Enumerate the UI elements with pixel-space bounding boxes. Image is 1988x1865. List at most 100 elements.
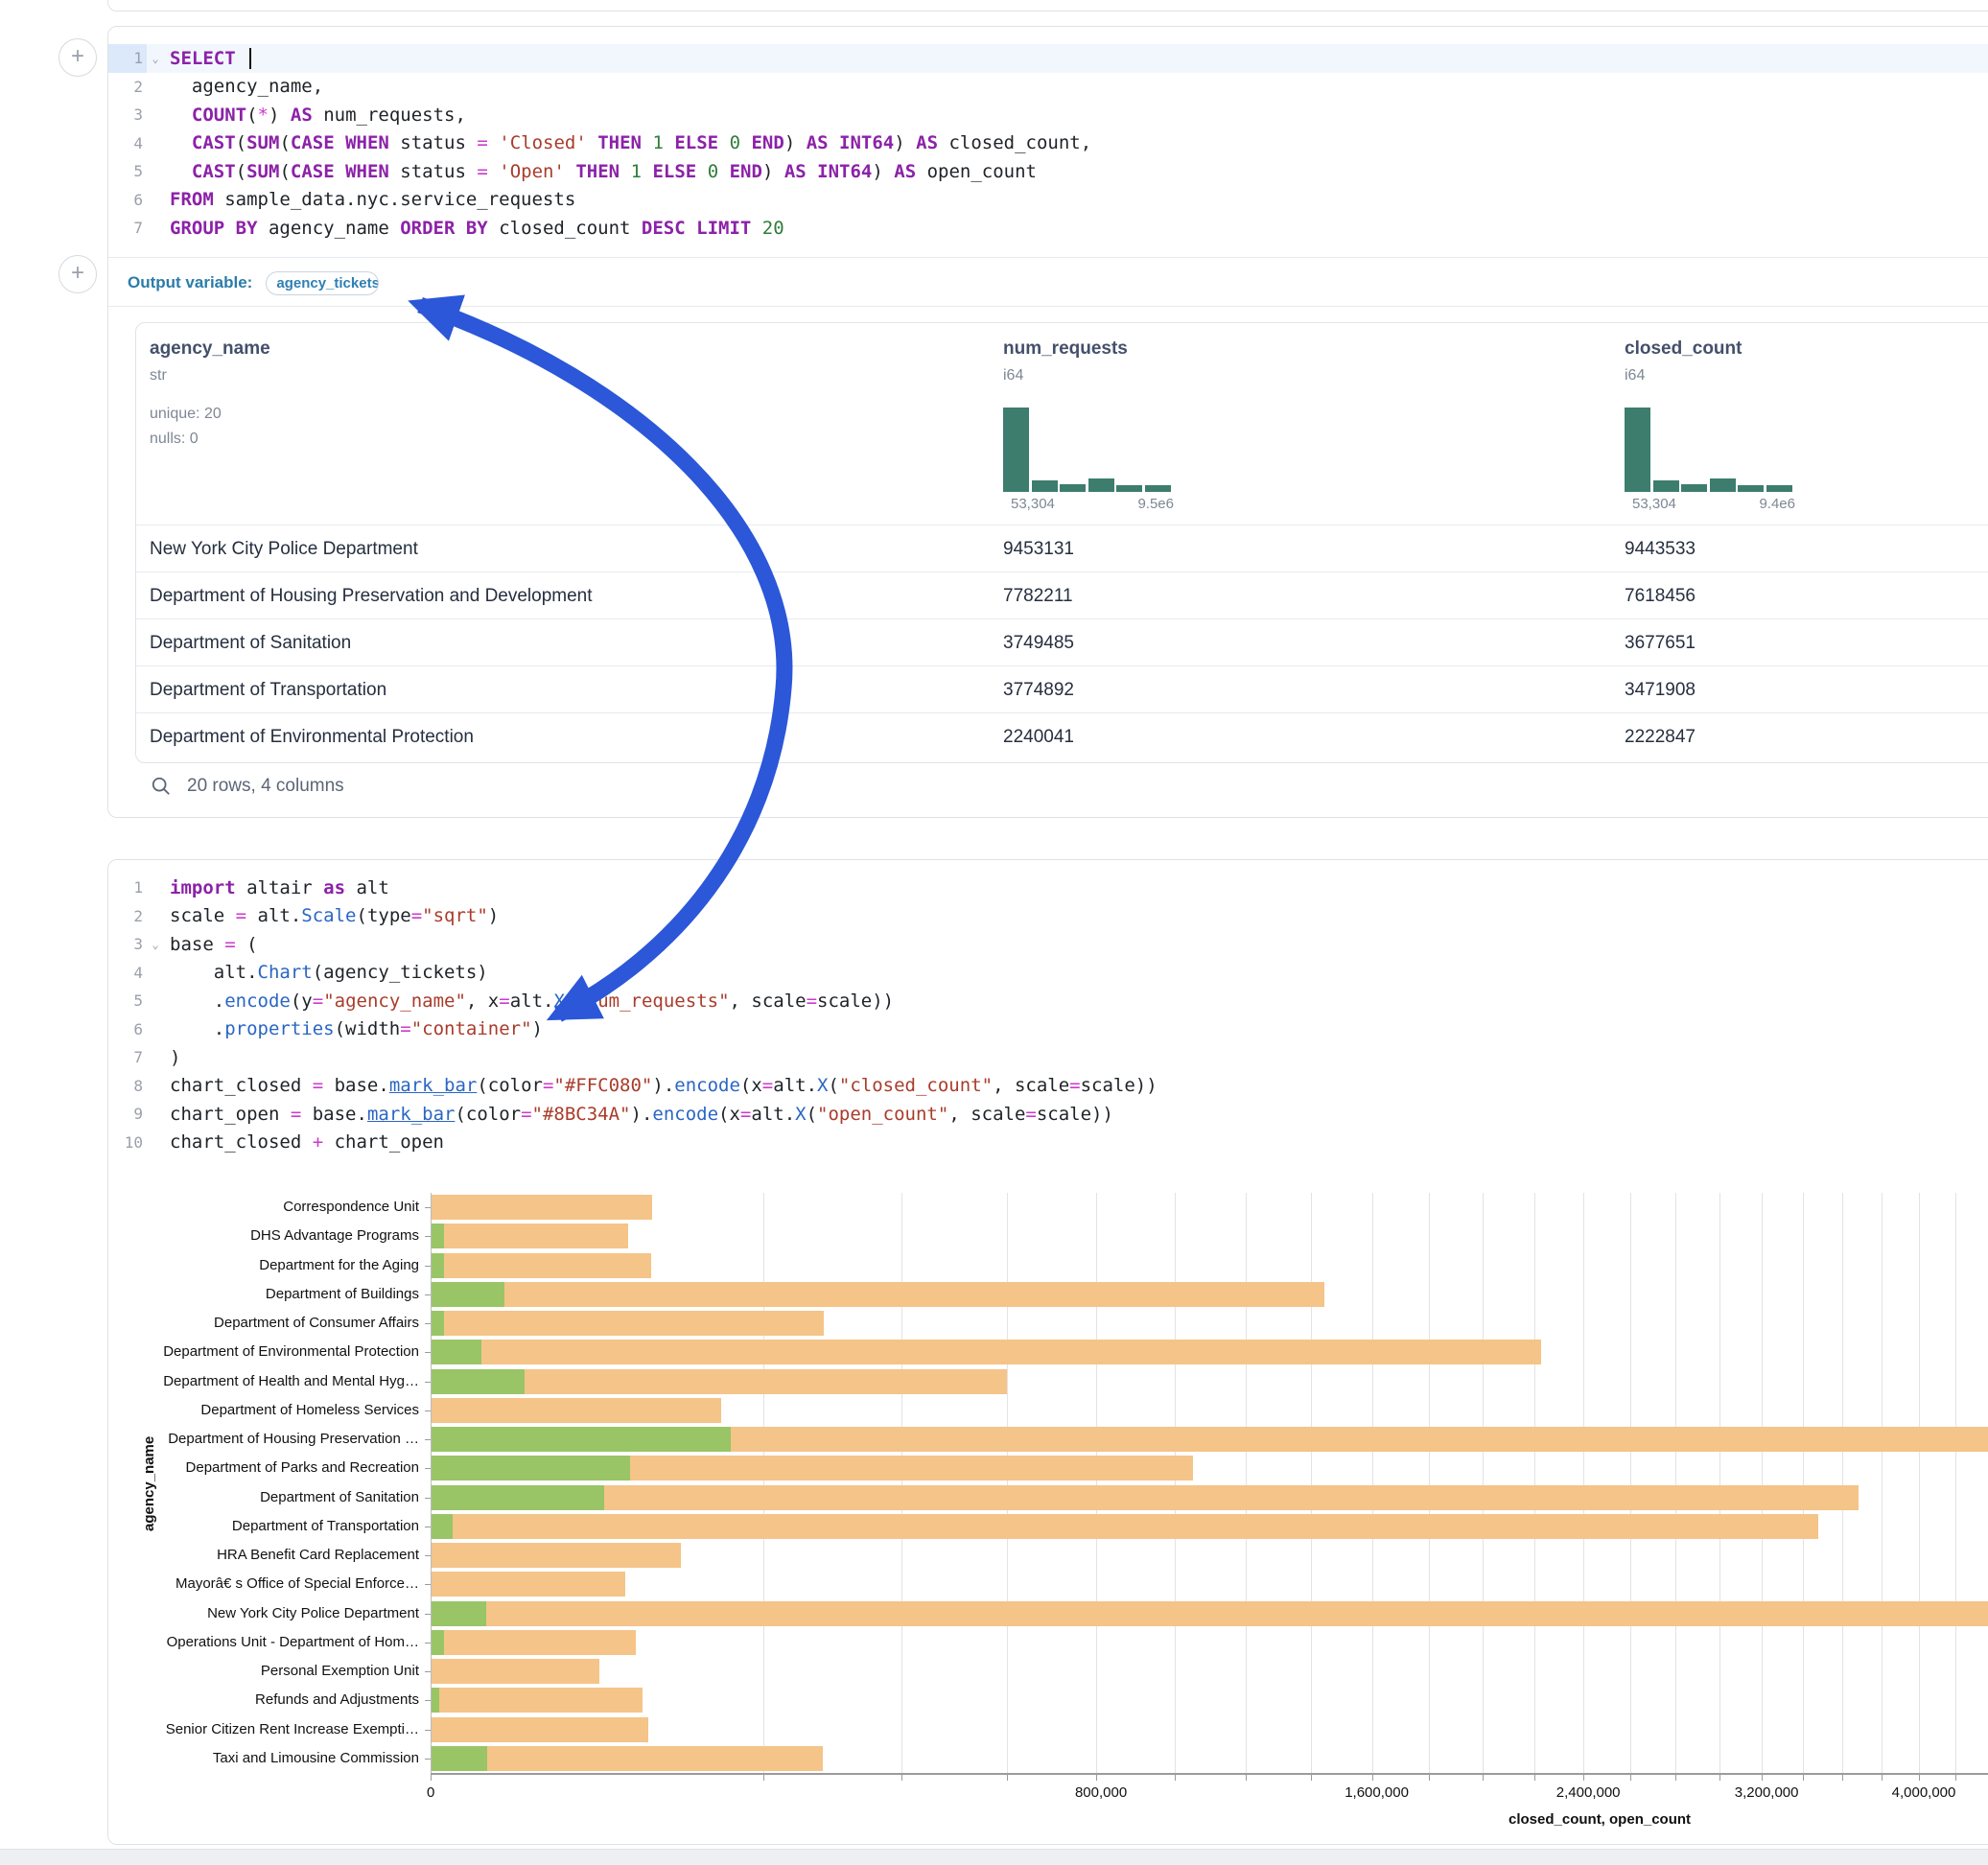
code-line[interactable]: 2 agency_name, [108, 73, 1988, 102]
x-axis-tick [1007, 1775, 1008, 1781]
result-table: agency_name str unique: 20 nulls: 0 num_… [135, 322, 1988, 763]
page-bottom-strip [0, 1849, 1988, 1865]
gridline [1842, 1193, 1843, 1773]
row-count-text: 20 rows, 4 columns [187, 776, 344, 797]
x-axis-tick-label: 800,000 [1063, 1784, 1139, 1801]
code-line[interactable]: 5 CAST(SUM(CASE WHEN status = 'Open' THE… [108, 157, 1988, 186]
y-axis-tick [425, 1730, 431, 1731]
code-line[interactable]: 7GROUP BY agency_name ORDER BY closed_co… [108, 214, 1988, 243]
table-cell: 2222847 [1625, 713, 1696, 760]
x-axis-tick [1311, 1775, 1312, 1781]
code-line[interactable]: 1⌄SELECT [108, 44, 1988, 73]
bar-closed-count [432, 1311, 824, 1336]
bar-closed-count [432, 1746, 823, 1771]
x-axis-tick-label: 2,400,000 [1550, 1784, 1626, 1801]
table-row: New York City Police Department945313194… [136, 525, 1988, 572]
code-line[interactable]: 4 CAST(SUM(CASE WHEN status = 'Closed' T… [108, 129, 1988, 158]
gridline [763, 1193, 764, 1773]
bar-open-count [432, 1427, 731, 1452]
x-axis-tick [901, 1775, 902, 1781]
y-axis-tick [425, 1323, 431, 1324]
y-axis-label: Department of Environmental Protection [147, 1343, 419, 1360]
x-axis-tick [1919, 1775, 1920, 1781]
x-axis-tick [1429, 1775, 1430, 1781]
bar-closed-count [432, 1398, 721, 1423]
table-footer[interactable]: 20 rows, 4 columns [151, 767, 344, 805]
code-line[interactable]: 6FROM sample_data.nyc.service_requests [108, 186, 1988, 215]
gridline [901, 1193, 902, 1773]
column-type: str [150, 367, 167, 385]
y-axis-label: Department of Consumer Affairs [147, 1315, 419, 1331]
line-number: 5 [108, 157, 147, 186]
y-axis-tick [425, 1236, 431, 1237]
table-cell: 2240041 [1003, 713, 1074, 760]
hist-max-label: 9.5e6 [1137, 496, 1174, 512]
add-cell-button-output[interactable]: + [58, 255, 97, 293]
y-axis-label: Department of Housing Preservation … [147, 1431, 419, 1447]
x-axis-tick [431, 1775, 432, 1781]
add-cell-button-top[interactable]: + [58, 38, 97, 77]
bar-closed-count [432, 1224, 628, 1248]
y-axis-label: Department of Health and Mental Hyg… [147, 1373, 419, 1389]
line-number: 2 [108, 73, 147, 102]
code-line[interactable]: 3 COUNT(*) AS num_requests, [108, 101, 1988, 129]
y-axis-label: DHS Advantage Programs [147, 1227, 419, 1244]
bar-closed-count [432, 1601, 1988, 1626]
y-axis-tick [425, 1207, 431, 1208]
output-variable-pill[interactable]: agency_tickets [266, 271, 379, 295]
column-meta-nulls: nulls: 0 [150, 431, 199, 448]
sql-code-editor[interactable]: 1⌄SELECT 2 agency_name,3 COUNT(*) AS num… [108, 44, 1988, 243]
bar-closed-count [432, 1543, 681, 1568]
y-axis-tick [425, 1555, 431, 1556]
y-axis-tick [425, 1614, 431, 1615]
x-axis-tick [1675, 1775, 1676, 1781]
histogram-bar [1710, 478, 1736, 492]
table-row: Department of Sanitation37494853677651 [136, 618, 1988, 666]
y-axis-label: HRA Benefit Card Replacement [147, 1547, 419, 1563]
hist-max-label: 9.4e6 [1759, 496, 1795, 512]
x-axis-tick [1842, 1775, 1843, 1781]
y-axis-label: Taxi and Limousine Commission [147, 1750, 419, 1766]
bar-open-count [432, 1311, 444, 1336]
bar-open-count [432, 1253, 444, 1278]
histogram-bar [1145, 485, 1171, 492]
gridline [1630, 1193, 1631, 1773]
bar-open-count [432, 1688, 439, 1713]
code-text: COUNT(*) AS num_requests, [164, 105, 466, 126]
y-axis-label: Senior Citizen Rent Increase Exempti… [147, 1721, 419, 1737]
search-icon [151, 776, 172, 797]
gridline [1675, 1193, 1676, 1773]
line-number: 1 [108, 44, 147, 73]
histogram-bar [1653, 480, 1679, 492]
gridline [1096, 1193, 1097, 1773]
bar-open-count [432, 1282, 504, 1307]
y-axis-tick [425, 1352, 431, 1353]
python-cell: 1import altair as alt2scale = alt.Scale(… [107, 859, 1988, 1845]
line-number: 6 [108, 186, 147, 215]
fold-chevron-icon[interactable]: ⌄ [147, 52, 164, 65]
histogram-bar [1088, 478, 1114, 492]
x-axis-tick [1882, 1775, 1883, 1781]
table-cell: Department of Transportation [150, 666, 386, 713]
bar-closed-count [432, 1717, 648, 1742]
text-cursor [249, 48, 251, 69]
x-axis-tick [1483, 1775, 1484, 1781]
bar-open-count [432, 1746, 487, 1771]
y-axis-tick [425, 1671, 431, 1672]
gridline [1719, 1193, 1720, 1773]
histogram-closed-count [1625, 408, 1795, 492]
x-axis-tick [1372, 1775, 1373, 1781]
y-axis-tick [425, 1700, 431, 1701]
y-axis-tick [425, 1439, 431, 1440]
x-axis-tick [1246, 1775, 1247, 1781]
x-axis-tick [1955, 1775, 1956, 1781]
x-axis-tick [1096, 1775, 1097, 1781]
line-number: 7 [108, 214, 147, 243]
table-cell: 3677651 [1625, 619, 1696, 666]
y-axis-title: agency_name [141, 1436, 157, 1531]
sql-cell: 1⌄SELECT 2 agency_name,3 COUNT(*) AS num… [107, 26, 1988, 818]
gridline [1372, 1193, 1373, 1773]
bar-open-count [432, 1485, 604, 1510]
histogram-num-requests [1003, 408, 1174, 492]
gridline [1246, 1193, 1247, 1773]
